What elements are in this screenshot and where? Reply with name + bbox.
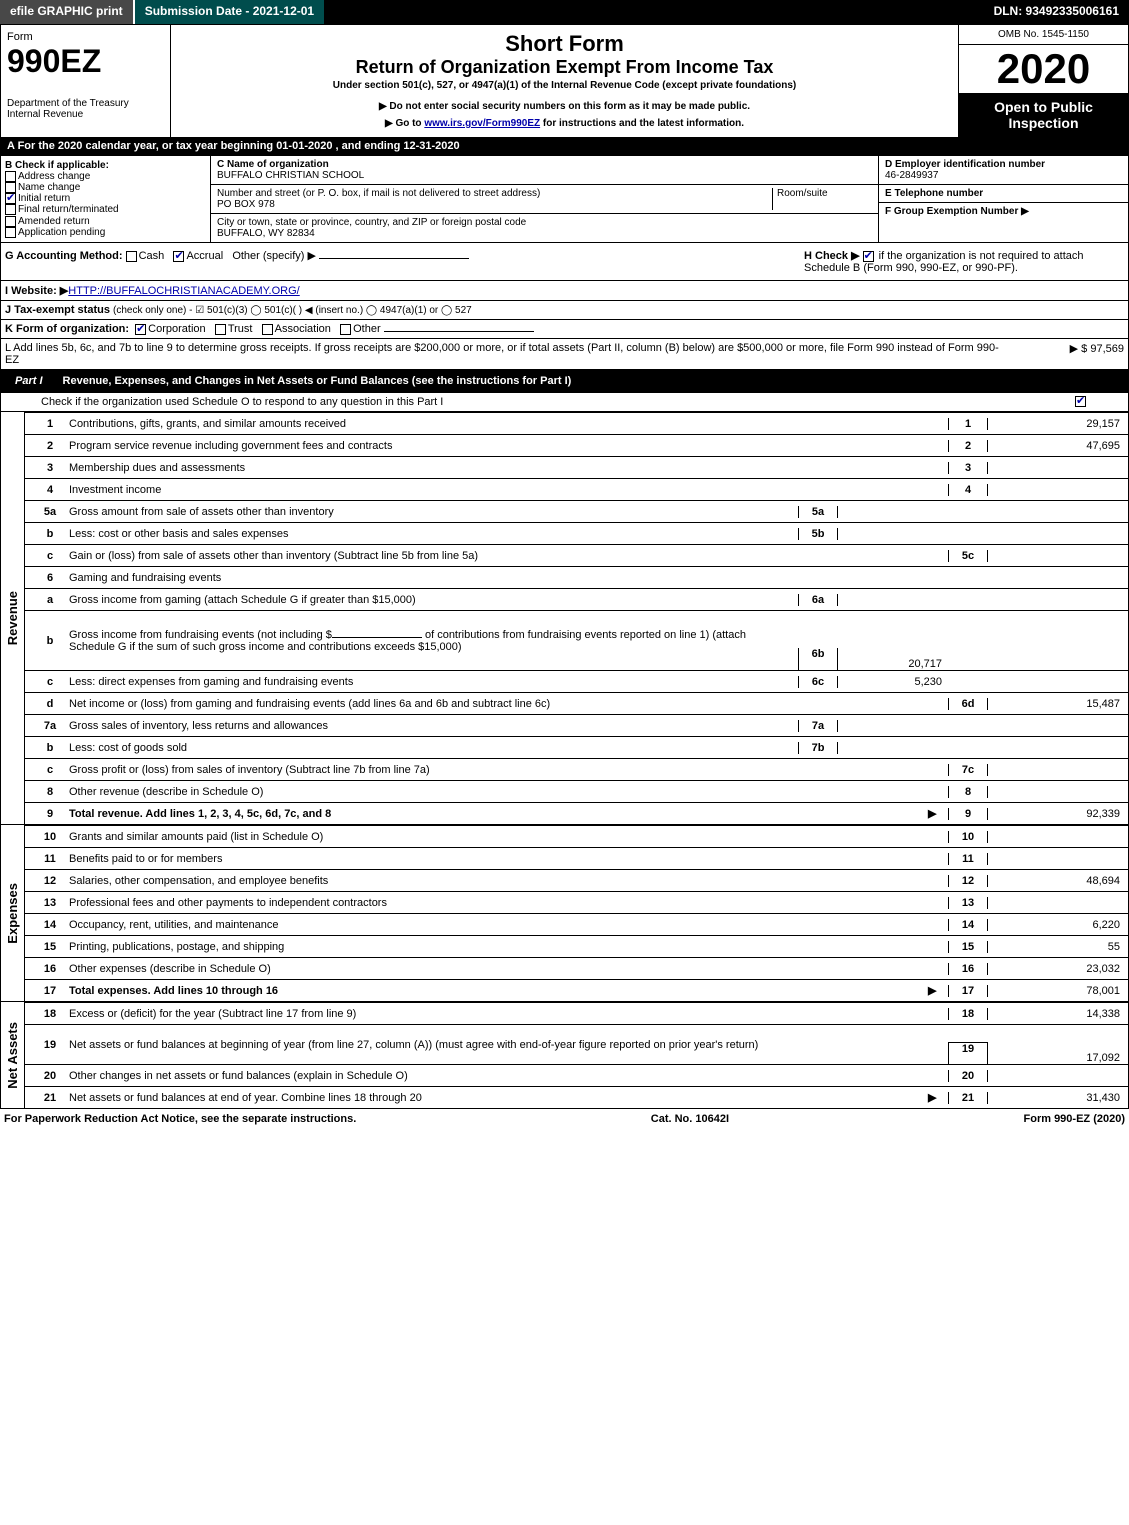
ssn-warning: ▶ Do not enter social security numbers o… [177,101,952,112]
irs-link[interactable]: www.irs.gov/Form990EZ [424,118,540,129]
app-pending: Application pending [5,227,206,238]
line-i: I Website: ▶HTTP://BUFFALOCHRISTIANACADE… [1,280,1128,300]
netassets-side-label: Net Assets [3,1020,22,1091]
line-a: A For the 2020 calendar year, or tax yea… [1,137,1128,155]
expenses-side-label: Expenses [3,881,22,946]
line15-amt: 55 [988,941,1128,953]
line18-amt: 14,338 [988,1008,1128,1020]
dln-label: DLN: 93492335006161 [984,0,1129,24]
open-public-box: Open to Public Inspection [959,93,1128,137]
box-e: E Telephone number [879,185,1128,203]
goto-line: ▶ Go to www.irs.gov/Form990EZ for instru… [177,118,952,129]
footer: For Paperwork Reduction Act Notice, see … [0,1109,1129,1129]
revenue-section: Revenue 1Contributions, gifts, grants, a… [1,411,1128,824]
line12-amt: 48,694 [988,875,1128,887]
line19-amt: 17,092 [988,1052,1128,1064]
footer-left: For Paperwork Reduction Act Notice, see … [4,1113,356,1125]
footer-mid: Cat. No. 10642I [651,1113,729,1125]
line21-amt: 31,430 [988,1092,1128,1104]
footer-right: Form 990-EZ (2020) [1024,1113,1126,1125]
subtitle: Under section 501(c), 527, or 4947(a)(1)… [177,80,952,91]
box-c-name: C Name of organization BUFFALO CHRISTIAN… [211,156,878,185]
top-bar: efile GRAPHIC print Submission Date - 20… [0,0,1129,24]
line16-amt: 23,032 [988,963,1128,975]
line14-amt: 6,220 [988,919,1128,931]
website-link[interactable]: HTTP://BUFFALOCHRISTIANACADEMY.ORG/ [68,285,299,297]
efile-print-button[interactable]: efile GRAPHIC print [0,0,135,24]
line-k: K Form of organization: Corporation Trus… [1,319,1128,338]
box-c-addr: Number and street (or P. O. box, if mail… [217,188,772,210]
box-d: D Employer identification number 46-2849… [879,156,1128,185]
line-g-h: G Accounting Method: Cash Accrual Other … [1,242,1128,280]
short-form-title: Short Form [177,31,952,57]
line6d-amt: 15,487 [988,698,1128,710]
initial-return: Initial return [5,193,206,204]
name-change: Name change [5,182,206,193]
addr-change: Address change [5,171,206,182]
main-title: Return of Organization Exempt From Incom… [177,57,952,78]
form-number: 990EZ [7,43,164,80]
line6c-amt: 5,230 [838,676,948,688]
tax-year: 2020 [959,45,1128,93]
revenue-side-label: Revenue [3,589,22,647]
line-j: J Tax-exempt status (check only one) - ☑… [1,300,1128,319]
form-table: Form 990EZ Department of the Treasury In… [0,24,1129,1109]
expenses-section: Expenses 10Grants and similar amounts pa… [1,824,1128,1001]
header: Form 990EZ Department of the Treasury In… [1,25,1128,137]
line6b-amt: 20,717 [838,658,948,670]
line17-amt: 78,001 [988,985,1128,997]
dept-label: Department of the Treasury [7,98,164,109]
line-l: L Add lines 5b, 6c, and 7b to line 9 to … [1,338,1128,369]
netassets-section: Net Assets 18Excess or (deficit) for the… [1,1001,1128,1108]
room-suite: Room/suite [772,188,872,210]
form-label: Form [7,31,164,43]
line1-amt: 29,157 [988,418,1128,430]
box-b-label: B Check if applicable: [5,160,206,171]
amended-return: Amended return [5,216,206,227]
info-grid: B Check if applicable: Address change Na… [1,155,1128,242]
irs-label: Internal Revenue [7,109,164,120]
final-return: Final return/terminated [5,204,206,215]
box-f: F Group Exemption Number ▶ [879,203,1128,220]
line9-amt: 92,339 [988,808,1128,820]
line2-amt: 47,695 [988,440,1128,452]
part1-header: Part I Revenue, Expenses, and Changes in… [1,369,1128,393]
submission-date: Submission Date - 2021-12-01 [135,0,324,24]
part1-check: Check if the organization used Schedule … [1,393,1128,411]
box-c-city: City or town, state or province, country… [211,214,878,242]
omb-number: OMB No. 1545-1150 [959,25,1128,45]
